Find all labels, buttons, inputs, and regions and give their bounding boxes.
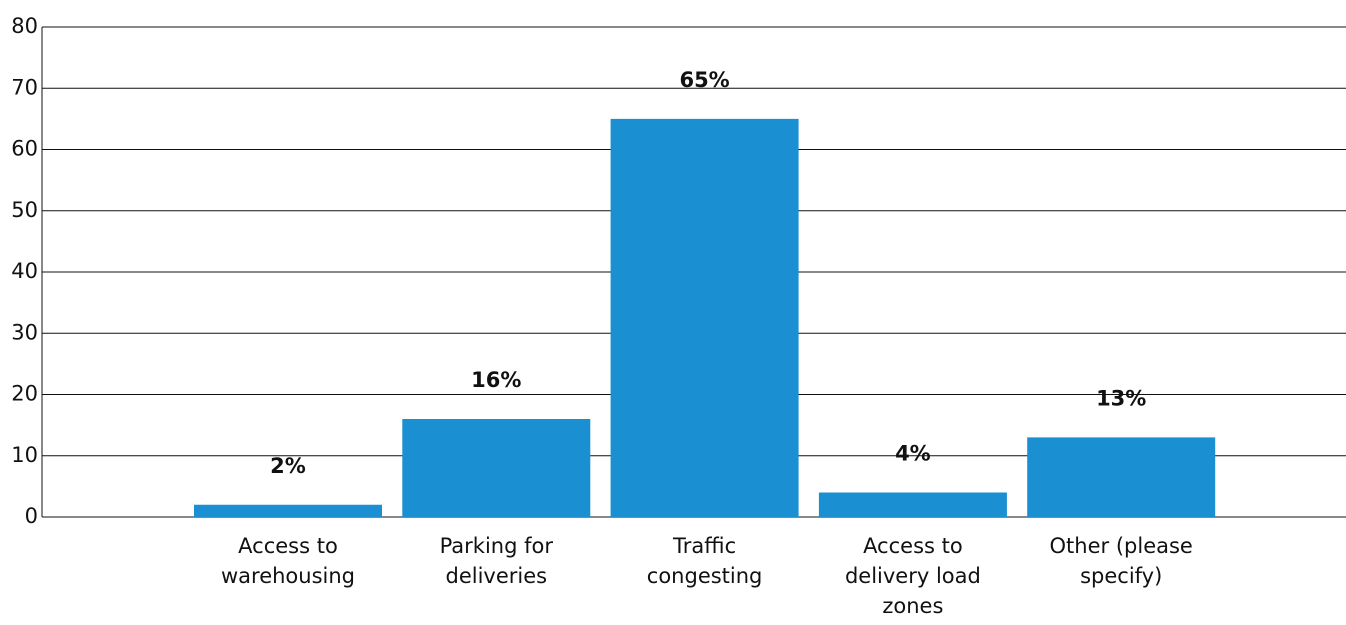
x-tick-line: Parking for [440,534,554,558]
x-tick-line: Access to [238,534,338,558]
x-tick-line: Traffic [672,534,736,558]
x-tick-line: warehousing [221,564,355,588]
y-tick-label: 40 [11,259,38,283]
x-tick-label: Access to delivery load zones [845,534,981,618]
x-tick-line: deliveries [445,564,547,588]
x-tick-line: specify) [1080,564,1162,588]
data-label: 13% [1096,386,1146,410]
y-tick-label: 50 [11,198,38,222]
x-tick-label: Traffic congesting [647,534,763,588]
x-tick-line: delivery load [845,564,981,588]
x-tick-label: Other (please specify) [1050,534,1193,588]
x-tick-line: zones [882,594,943,618]
y-tick-label: 20 [11,382,38,406]
data-label: 4% [895,442,931,466]
y-tick-label: 0 [25,504,38,528]
y-tick-label: 60 [11,137,38,161]
bar [1027,437,1216,517]
data-label: 16% [471,368,521,392]
y-tick-label: 30 [11,320,38,344]
y-tick-label: 80 [11,14,38,38]
bar [610,118,799,517]
x-tick-line: Access to [863,534,963,558]
x-tick-label: Parking for deliveries [440,534,554,588]
x-tick-line: Other (please [1050,534,1193,558]
y-tick-label: 10 [11,443,38,467]
x-tick-line: congesting [647,564,763,588]
data-label: 2% [270,454,306,478]
bar [402,419,591,517]
bar [194,504,382,517]
data-label: 65% [679,68,729,92]
x-tick-label: Access to warehousing [221,534,355,588]
bar [818,492,1007,517]
y-tick-label: 70 [11,75,38,99]
